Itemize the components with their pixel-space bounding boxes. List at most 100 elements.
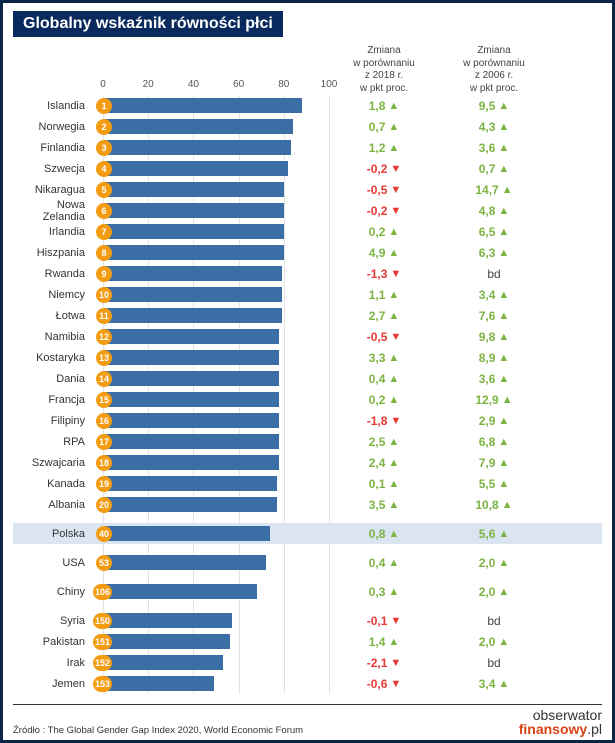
- bar: [103, 182, 284, 197]
- bar: [103, 245, 284, 260]
- country-label: Filipiny 16: [13, 415, 103, 427]
- axis-tick: 40: [188, 79, 199, 90]
- bar: [103, 634, 230, 649]
- change-value: 2,9: [479, 414, 496, 428]
- arrow-up-icon: ▲: [388, 352, 399, 364]
- data-row: Irak 152 -2,1 ▼ bd: [13, 652, 602, 673]
- change-value: 2,5: [369, 435, 386, 449]
- arrow-up-icon: ▲: [502, 499, 513, 511]
- bar: [103, 476, 277, 491]
- data-row: Rwanda 9 -1,3 ▼ bd: [13, 263, 602, 284]
- rank-badge: 2: [96, 119, 112, 135]
- data-row: Hiszpania 8 4,9 ▲ 6,3 ▲: [13, 242, 602, 263]
- rank-badge: 10: [96, 287, 112, 303]
- bar: [103, 371, 279, 386]
- arrow-up-icon: ▲: [498, 100, 509, 112]
- arrow-up-icon: ▲: [388, 557, 399, 569]
- change-value: 0,4: [369, 372, 386, 386]
- bar: [103, 584, 257, 599]
- arrow-up-icon: ▲: [498, 636, 509, 648]
- data-row: Nowa Zelandia 6 -0,2 ▼ 4,8 ▲: [13, 200, 602, 221]
- change-value: 1,8: [369, 99, 386, 113]
- data-row: Francja 15 0,2 ▲ 12,9 ▲: [13, 389, 602, 410]
- bar-cell: [103, 200, 329, 221]
- country-label: Irlandia 7: [13, 226, 103, 238]
- arrow-up-icon: ▲: [388, 478, 399, 490]
- change-value: 3,6: [479, 372, 496, 386]
- change-2018: 3,3 ▲: [329, 351, 439, 365]
- change-value: -0,2: [367, 162, 388, 176]
- country-label: Nowa Zelandia 6: [13, 199, 103, 223]
- arrow-up-icon: ▲: [388, 636, 399, 648]
- data-row: Islandia 1 1,8 ▲ 9,5 ▲: [13, 95, 602, 116]
- data-row: Kostaryka 13 3,3 ▲ 8,9 ▲: [13, 347, 602, 368]
- change-2018: -0,6 ▼: [329, 677, 439, 691]
- change-2018: -0,2 ▼: [329, 204, 439, 218]
- bar-cell: [103, 552, 329, 573]
- change-value: 3,4: [479, 288, 496, 302]
- country-label: Namibia 12: [13, 331, 103, 343]
- rank-badge: 20: [96, 497, 112, 513]
- arrow-up-icon: ▲: [498, 163, 509, 175]
- arrow-down-icon: ▼: [390, 615, 401, 627]
- arrow-up-icon: ▲: [502, 394, 513, 406]
- bar-cell: [103, 581, 329, 602]
- bar: [103, 613, 232, 628]
- rank-badge: 16: [96, 413, 112, 429]
- rank-badge: 40: [96, 526, 112, 542]
- arrow-up-icon: ▲: [388, 394, 399, 406]
- rank-badge: 18: [96, 455, 112, 471]
- bar-cell: [103, 368, 329, 389]
- bar: [103, 655, 223, 670]
- change-value: -1,3: [367, 267, 388, 281]
- change-value: 0,2: [369, 393, 386, 407]
- change-value: 2,0: [479, 556, 496, 570]
- change-2006: 8,9 ▲: [439, 351, 549, 365]
- arrow-down-icon: ▼: [390, 205, 401, 217]
- change-value: 0,3: [369, 585, 386, 599]
- arrow-up-icon: ▲: [498, 373, 509, 385]
- change-value: 6,5: [479, 225, 496, 239]
- arrow-up-icon: ▲: [498, 415, 509, 427]
- data-row: Albania 20 3,5 ▲ 10,8 ▲: [13, 494, 602, 515]
- change-2018: -1,8 ▼: [329, 414, 439, 428]
- rank-badge: 152: [93, 655, 112, 671]
- change-2018: 1,8 ▲: [329, 99, 439, 113]
- data-row: Chiny 106 0,3 ▲ 2,0 ▲: [13, 581, 602, 602]
- arrow-up-icon: ▲: [498, 478, 509, 490]
- bar-cell: [103, 179, 329, 200]
- arrow-up-icon: ▲: [388, 310, 399, 322]
- change-value: 2,4: [369, 456, 386, 470]
- axis-tick: 20: [143, 79, 154, 90]
- change-2006: 10,8 ▲: [439, 498, 549, 512]
- country-label: Hiszpania 8: [13, 247, 103, 259]
- arrow-down-icon: ▼: [390, 678, 401, 690]
- bar-cell: [103, 116, 329, 137]
- change-2006: 2,0 ▲: [439, 585, 549, 599]
- bar-cell: [103, 263, 329, 284]
- bar-cell: [103, 494, 329, 515]
- country-label: Łotwa 11: [13, 310, 103, 322]
- change-value: 2,0: [479, 635, 496, 649]
- arrow-up-icon: ▲: [388, 100, 399, 112]
- country-label: Irak 152: [13, 657, 103, 669]
- bar-cell: [103, 95, 329, 116]
- rank-badge: 13: [96, 350, 112, 366]
- change-2018: -0,5 ▼: [329, 330, 439, 344]
- change-value: 7,9: [479, 456, 496, 470]
- change-2018: 4,9 ▲: [329, 246, 439, 260]
- axis-tick: 80: [278, 79, 289, 90]
- arrow-down-icon: ▼: [390, 657, 401, 669]
- bar-cell: [103, 326, 329, 347]
- country-label: Finlandia 3: [13, 142, 103, 154]
- country-label: Szwecja 4: [13, 163, 103, 175]
- data-row: Łotwa 11 2,7 ▲ 7,6 ▲: [13, 305, 602, 326]
- arrow-up-icon: ▲: [388, 247, 399, 259]
- arrow-up-icon: ▲: [388, 586, 399, 598]
- data-row: Nikaragua 5 -0,5 ▼ 14,7 ▲: [13, 179, 602, 200]
- bar-cell: [103, 610, 329, 631]
- change-value: 3,6: [479, 141, 496, 155]
- change-value: 0,7: [369, 120, 386, 134]
- change-value: 9,5: [479, 99, 496, 113]
- country-label: Chiny 106: [13, 586, 103, 598]
